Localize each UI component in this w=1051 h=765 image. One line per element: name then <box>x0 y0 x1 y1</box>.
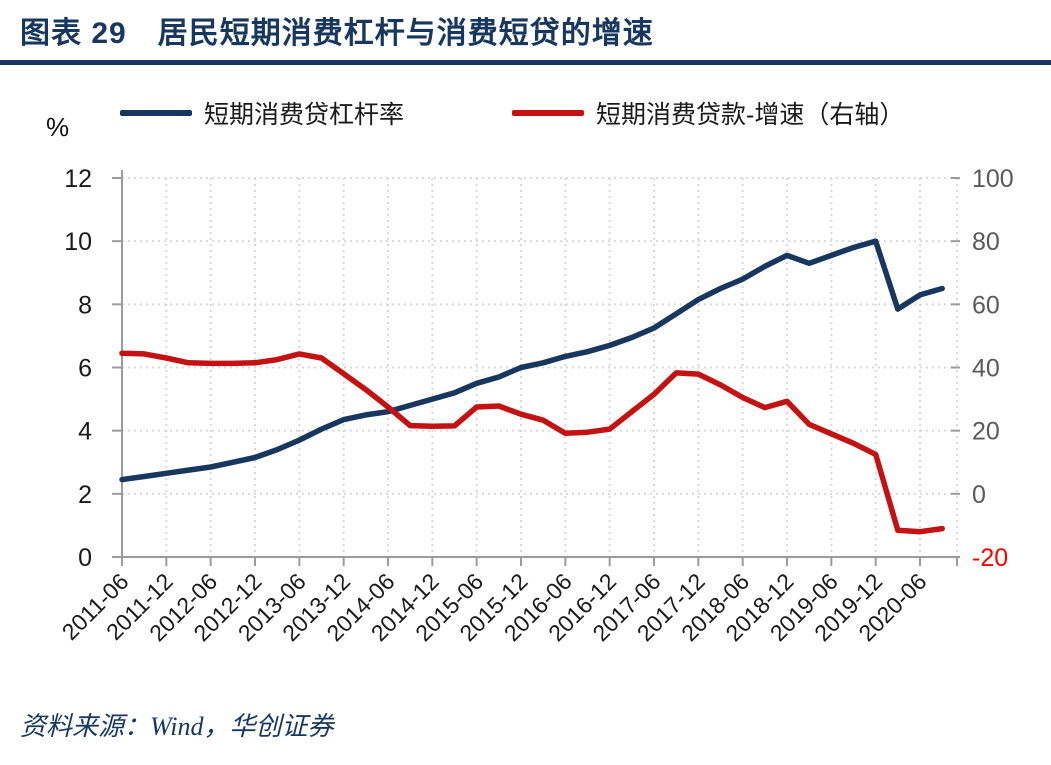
chart-legend: 短期消费贷杠杆率 短期消费贷款-增速（右轴） <box>120 94 904 132</box>
left-axis-tick-label: 10 <box>64 228 92 256</box>
series-line-growth <box>119 350 945 535</box>
source-note: 资料来源：Wind，华创证券 <box>20 712 334 741</box>
legend-line-swatch-red <box>512 110 585 116</box>
left-axis-tick-label: 2 <box>78 481 92 509</box>
left-axis-tick-label: 0 <box>78 544 92 572</box>
left-axis-tick-label: 6 <box>78 355 92 383</box>
right-axis-tick-label: -20 <box>972 544 1008 572</box>
left-axis-tick-label: 12 <box>64 165 92 193</box>
right-axis-tick-label: 80 <box>972 228 1000 256</box>
right-axis-tick-label: 20 <box>972 418 1000 446</box>
left-axis-tick-label: 8 <box>78 291 92 319</box>
right-axis-tick-label: 100 <box>972 165 1014 193</box>
left-axis-unit-label: % <box>46 112 70 142</box>
title-divider-bar <box>0 60 1051 65</box>
legend-line-swatch-navy <box>120 110 192 116</box>
legend-item-leverage: 短期消费贷杠杆率 <box>120 95 404 131</box>
page-title: 图表 29 居民短期消费杠杆与消费短贷的增速 <box>20 17 654 50</box>
right-axis-tick-label: 0 <box>972 481 986 509</box>
legend-item-growth: 短期消费贷款-增速（右轴） <box>512 95 904 131</box>
legend-label: 短期消费贷杠杆率 <box>204 101 405 129</box>
legend-label: 短期消费贷款-增速（右轴） <box>596 101 905 129</box>
series-line-leverage <box>119 238 945 483</box>
right-axis-tick-label: 60 <box>972 291 1000 319</box>
right-axis-tick-label: 40 <box>972 355 1000 383</box>
left-axis-tick-label: 4 <box>78 418 92 446</box>
